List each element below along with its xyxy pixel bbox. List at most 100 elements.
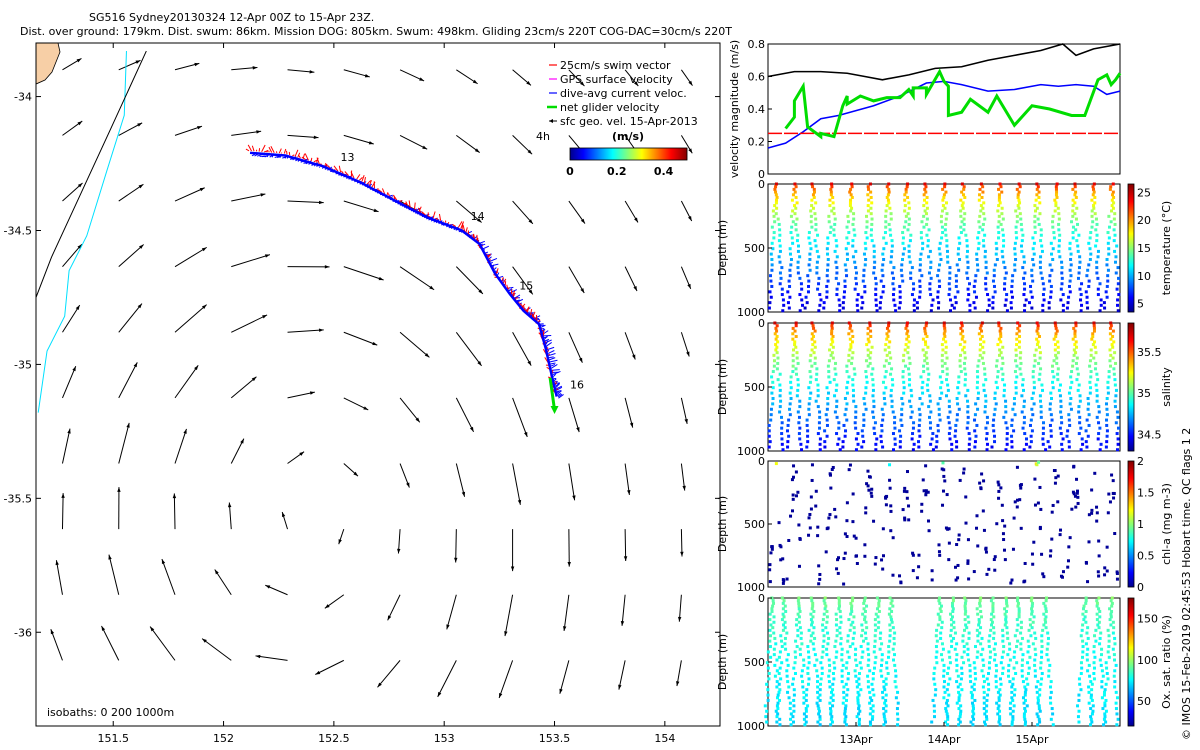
- profile-dot: [952, 620, 956, 624]
- dac-vector: [284, 157, 287, 159]
- profile-dot: [962, 471, 966, 475]
- colorbar-swatch: [593, 148, 595, 160]
- profile-dot: [866, 663, 870, 667]
- profile-dot: [1098, 658, 1102, 662]
- profile-dot: [874, 303, 878, 307]
- profile-dot: [938, 263, 942, 267]
- profile-dot: [942, 193, 946, 197]
- profile-dot: [1090, 720, 1094, 724]
- profile-dot: [766, 666, 770, 670]
- profile-dot: [1015, 618, 1019, 622]
- profile-dot: [1106, 628, 1110, 632]
- profile-dot: [915, 306, 919, 310]
- profile-dot: [1038, 394, 1042, 398]
- profile-dot: [854, 437, 858, 441]
- profile-dot: [1057, 222, 1061, 226]
- profile-dot: [1076, 495, 1080, 499]
- colorbar-swatch: [1128, 426, 1134, 428]
- profile-dot: [956, 563, 960, 567]
- profile-dot: [793, 329, 797, 333]
- colorbar-swatch: [1128, 358, 1134, 360]
- profile-dot: [934, 655, 938, 659]
- dac-vector: [550, 362, 556, 365]
- profile-dot: [1050, 537, 1054, 541]
- profile-dot: [997, 353, 1001, 357]
- profile-dot: [1068, 279, 1072, 283]
- profile-dot: [1006, 653, 1010, 657]
- profile-dot: [884, 214, 888, 218]
- profile-dot: [948, 437, 952, 441]
- profile-dot: [981, 206, 985, 210]
- sfc-velocity-arrow: [118, 244, 144, 268]
- profile-dot: [837, 426, 841, 430]
- profile-dot: [982, 701, 986, 705]
- profile-dot: [887, 645, 891, 649]
- profile-dot: [796, 628, 800, 632]
- colorbar-swatch: [1128, 616, 1134, 618]
- profile-dot: [866, 353, 870, 357]
- colorbar-swatch: [649, 148, 651, 160]
- profile-dot: [973, 418, 977, 422]
- profile-dot: [782, 579, 786, 583]
- profile-dot: [982, 388, 986, 392]
- profile-dot: [1028, 301, 1032, 305]
- profile-dot: [1000, 503, 1004, 507]
- profile-dot: [919, 231, 923, 235]
- profile-dot: [959, 353, 963, 357]
- profile-dot: [1014, 225, 1018, 229]
- profile-dot: [1015, 220, 1019, 224]
- colorbar-swatch: [1128, 615, 1134, 617]
- profile-dot: [951, 615, 955, 619]
- profile-dot: [1017, 607, 1021, 611]
- profile-dot: [878, 647, 882, 651]
- profile-dot: [1030, 429, 1034, 433]
- dac-vector: [491, 263, 499, 267]
- profile-dot: [825, 653, 829, 657]
- colorbar-swatch: [1128, 326, 1134, 328]
- colorbar-swatch: [1128, 692, 1134, 694]
- colorbar-swatch: [1128, 501, 1134, 503]
- colorbar-swatch: [1128, 507, 1134, 509]
- profile-dot: [927, 255, 931, 259]
- profile-dot: [907, 356, 911, 360]
- profile-dot: [820, 671, 824, 675]
- profile-dot: [770, 607, 774, 611]
- profile-dot: [794, 321, 798, 325]
- profile-dot: [928, 282, 932, 286]
- profile-dot: [1085, 658, 1089, 662]
- profile-dot: [852, 615, 856, 619]
- profile-dot: [910, 293, 914, 297]
- colorbar-swatch: [1128, 708, 1134, 710]
- profile-dot: [1028, 655, 1032, 659]
- profile-dot: [942, 696, 946, 700]
- profile-dot: [944, 526, 948, 530]
- profile-dot: [1004, 596, 1008, 600]
- colorbar-swatch: [1128, 266, 1134, 268]
- profile-dot: [973, 671, 977, 675]
- profile-dot: [865, 343, 869, 347]
- profile-dot: [771, 247, 775, 251]
- colorbar-swatch: [1128, 233, 1134, 235]
- colorbar-swatch: [1128, 307, 1134, 309]
- depth-tick-label: 500: [744, 242, 765, 255]
- profile-dot: [1000, 249, 1004, 253]
- colorbar-swatch: [1128, 449, 1134, 451]
- colorbar-swatch: [1128, 668, 1134, 670]
- profile-dot: [789, 375, 793, 379]
- profile-dot: [832, 228, 836, 232]
- profile-dot: [950, 303, 954, 307]
- profile-dot: [1089, 707, 1093, 711]
- profile-dot: [1029, 290, 1033, 294]
- colorbar-swatch: [1128, 362, 1134, 364]
- profile-dot: [860, 623, 864, 627]
- profile-dot: [1080, 282, 1084, 286]
- profile-dot: [900, 396, 904, 400]
- colorbar-swatch: [1128, 393, 1134, 395]
- profile-dot: [857, 704, 861, 708]
- profile-dot: [814, 217, 818, 221]
- profile-dot: [983, 410, 987, 414]
- profile-dot: [1021, 266, 1025, 270]
- profile-dot: [825, 386, 829, 390]
